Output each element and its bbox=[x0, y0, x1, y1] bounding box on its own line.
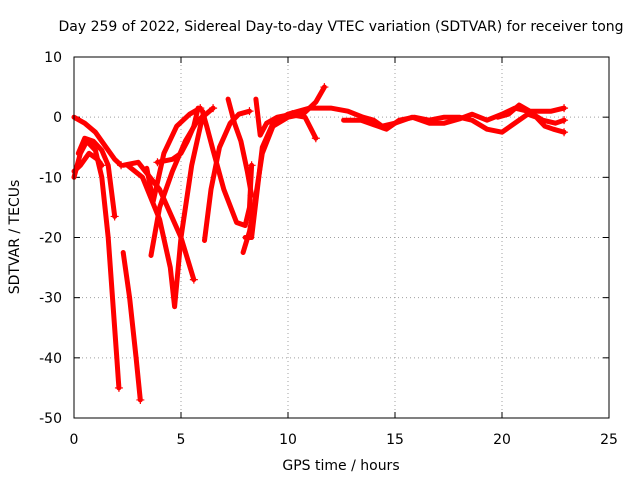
series-track-19 bbox=[495, 102, 567, 120]
x-tick-label: 15 bbox=[386, 432, 404, 448]
series-track-11 bbox=[199, 108, 255, 228]
y-tick-label: -20 bbox=[39, 231, 62, 247]
plus-marker bbox=[560, 128, 569, 137]
data-series bbox=[71, 83, 569, 404]
x-tick-label: 0 bbox=[70, 432, 79, 448]
plot-frame bbox=[73, 56, 610, 419]
plus-marker bbox=[209, 104, 218, 113]
plus-marker bbox=[136, 395, 145, 404]
plus-marker bbox=[311, 134, 320, 143]
series-track-6 bbox=[120, 159, 197, 283]
series-track-7 bbox=[125, 105, 216, 310]
plus-marker bbox=[114, 383, 123, 392]
plus-marker bbox=[153, 158, 162, 167]
series-track-12 bbox=[202, 108, 252, 243]
plus-marker bbox=[245, 107, 254, 116]
series-track-2 bbox=[75, 135, 118, 219]
plus-marker bbox=[110, 212, 119, 221]
x-tick-label: 25 bbox=[600, 432, 618, 448]
series-track-3 bbox=[71, 138, 122, 391]
series-track-4 bbox=[71, 114, 124, 168]
y-tick-label: -30 bbox=[39, 291, 62, 307]
plus-marker bbox=[320, 83, 329, 92]
series-track-5 bbox=[120, 250, 143, 403]
plus-marker bbox=[560, 104, 569, 113]
y-axis-label: SDTVAR / TECUs bbox=[7, 180, 23, 295]
y-tick-label: 0 bbox=[53, 110, 62, 126]
series-track-16 bbox=[253, 96, 295, 138]
x-tick-label: 5 bbox=[177, 432, 186, 448]
chart-title: Day 259 of 2022, Sidereal Day-to-day VTE… bbox=[58, 19, 623, 35]
y-tick-label: -10 bbox=[39, 170, 62, 186]
axis-ticks: 0 5 10 15 20 25 -50 -40 -30 -20 -10 0 10 bbox=[39, 50, 618, 448]
x-tick-label: 20 bbox=[493, 432, 511, 448]
plus-marker bbox=[560, 116, 569, 125]
x-axis-label: GPS time / hours bbox=[282, 458, 399, 474]
plus-marker bbox=[247, 161, 256, 170]
x-tick-label: 10 bbox=[279, 432, 297, 448]
series-track-15 bbox=[242, 111, 319, 240]
plus-marker bbox=[189, 275, 198, 284]
series-track-13 bbox=[225, 96, 255, 198]
y-tick-label: -40 bbox=[39, 351, 62, 367]
series-track-18 bbox=[341, 111, 567, 135]
y-tick-label: -50 bbox=[39, 411, 62, 427]
series-track-8 bbox=[144, 105, 203, 204]
y-tick-label: 10 bbox=[44, 50, 62, 66]
series-track-10 bbox=[155, 105, 201, 165]
